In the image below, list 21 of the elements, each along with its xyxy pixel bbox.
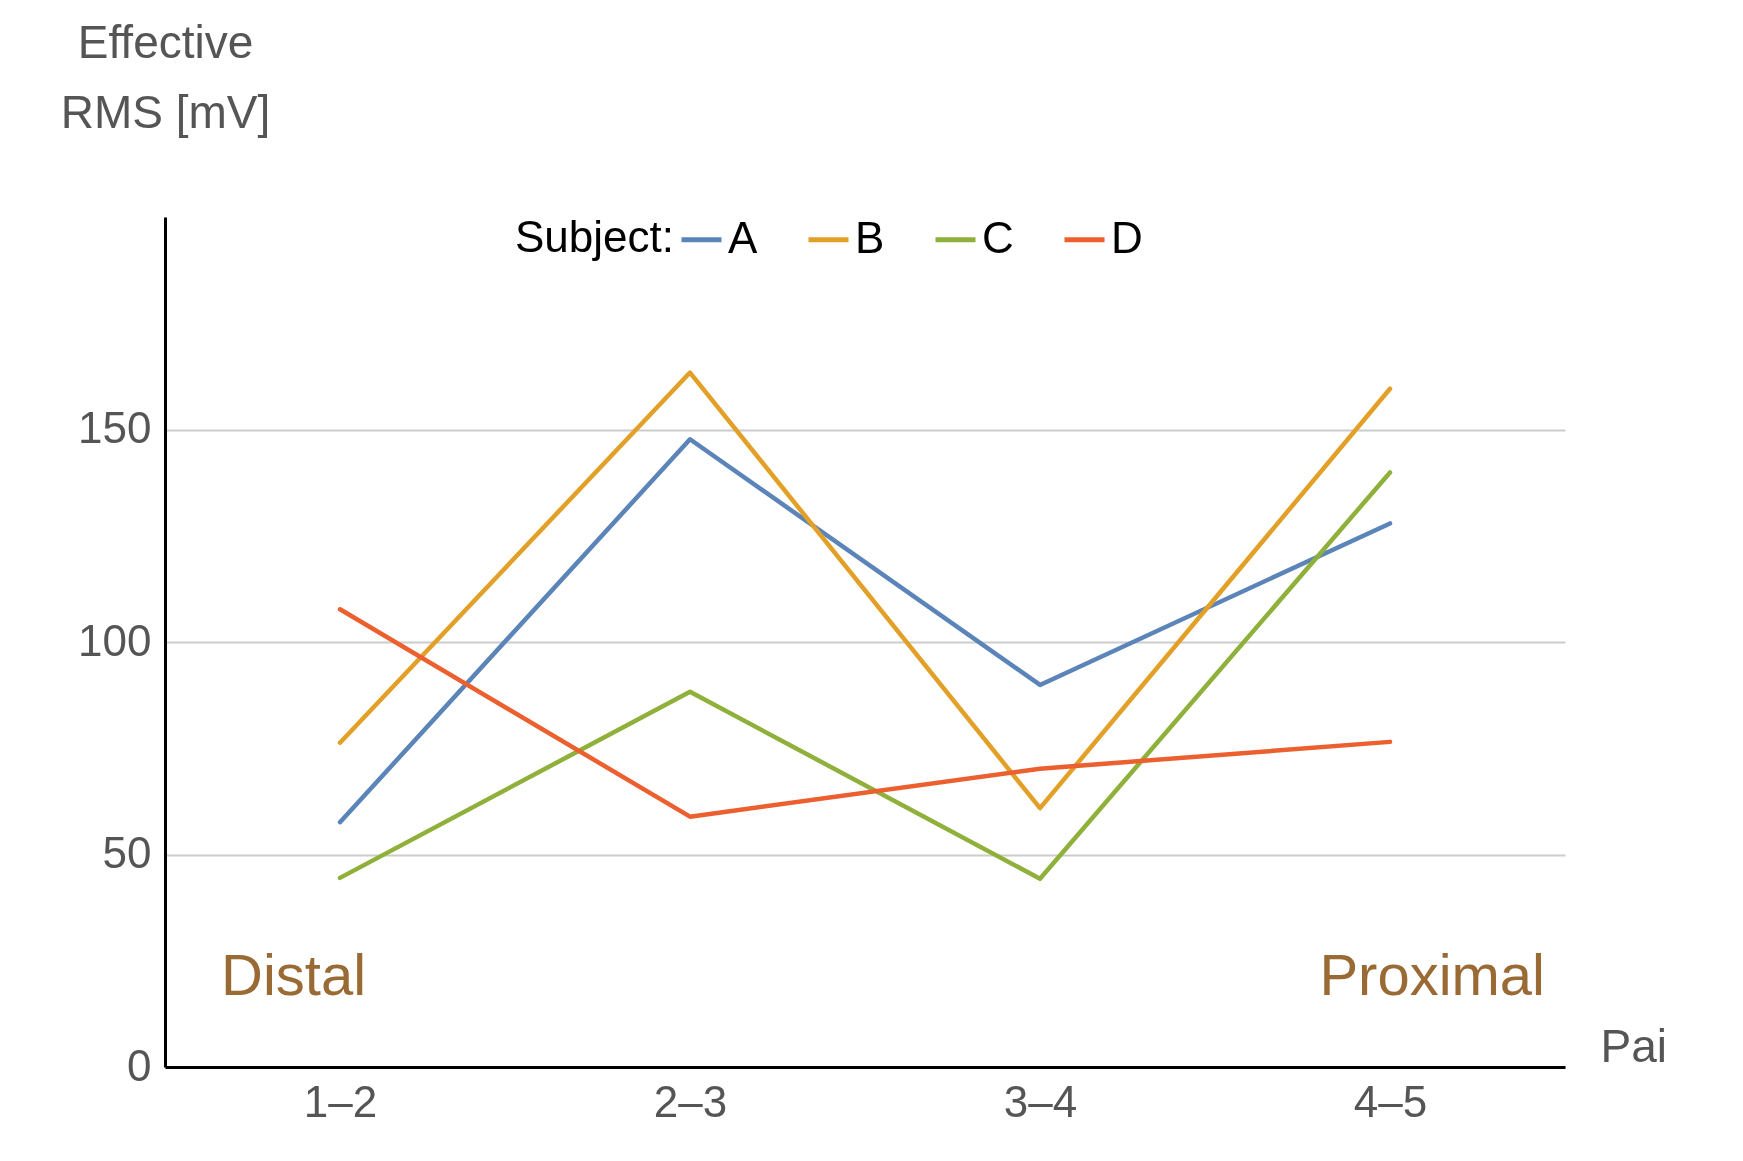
x-axis-title: Pai xyxy=(1600,1019,1667,1072)
y-axis-title: Effective RMS [mV] xyxy=(60,15,271,138)
y-tick-label: 50 xyxy=(102,828,152,877)
x-tick-label: 1–2 xyxy=(303,1076,378,1126)
x-tick-label: 3–4 xyxy=(1003,1076,1078,1126)
legend-title: Subject: xyxy=(515,212,674,261)
line-series xyxy=(337,607,1393,819)
line-series xyxy=(337,370,1393,811)
legend-label: B xyxy=(855,212,885,262)
legend-label: C xyxy=(982,212,1014,262)
y-tick-label: 0 xyxy=(127,1040,152,1090)
legend-label: D xyxy=(1111,212,1143,262)
x-tick-label: 4–5 xyxy=(1353,1076,1428,1126)
annotation: Proximal xyxy=(1319,942,1545,1007)
legend-label: A xyxy=(728,212,758,262)
annotation: Distal xyxy=(221,942,367,1007)
line-series xyxy=(337,470,1393,881)
y-tick-label: 150 xyxy=(78,403,152,452)
line-series xyxy=(337,437,1393,825)
x-tick-label: 2–3 xyxy=(653,1076,728,1126)
y-tick-label: 100 xyxy=(78,615,152,665)
